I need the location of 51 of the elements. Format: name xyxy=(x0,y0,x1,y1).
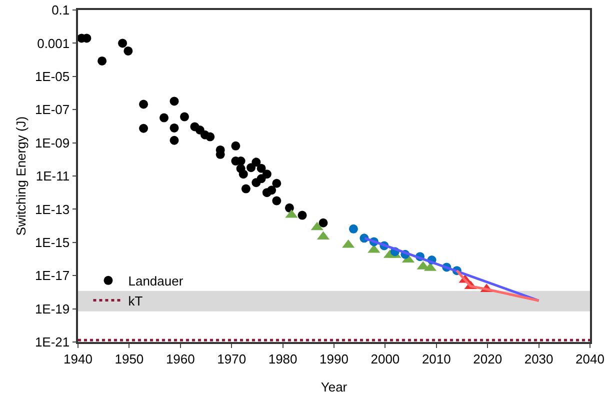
legend-label: Landauer xyxy=(128,273,184,288)
point xyxy=(272,196,282,206)
x-tick-label: 2040 xyxy=(576,351,604,366)
y-tick-label: 1E-05 xyxy=(34,68,70,84)
x-tick-label: 1950 xyxy=(114,351,144,366)
y-tick-label: 1E-13 xyxy=(34,202,70,217)
y-tick-label: 1E-07 xyxy=(34,102,70,118)
x-tick-label: 1990 xyxy=(320,351,348,366)
point xyxy=(348,224,358,234)
y-tick-label: 1E-19 xyxy=(34,301,70,316)
point xyxy=(241,184,250,194)
x-tick-label: 2030 xyxy=(524,351,554,366)
point xyxy=(272,178,282,188)
point xyxy=(206,132,215,142)
point xyxy=(246,163,256,172)
point xyxy=(170,123,179,132)
point xyxy=(139,100,148,109)
point xyxy=(284,203,294,212)
point xyxy=(298,210,307,220)
point xyxy=(238,170,248,179)
point xyxy=(170,136,179,145)
point xyxy=(252,158,261,167)
point xyxy=(256,164,266,173)
y-tick-label: 1E-21 xyxy=(34,334,70,350)
point xyxy=(231,141,240,150)
x-tick-label: 1960 xyxy=(166,351,195,366)
x-tick-label: 2010 xyxy=(422,351,451,366)
y-tick-label: 1E-11 xyxy=(36,168,70,184)
point xyxy=(262,170,272,179)
point xyxy=(318,218,328,228)
x-axis-title: Year xyxy=(320,380,348,394)
point xyxy=(170,96,179,106)
x-tick-label: 1970 xyxy=(217,351,246,366)
legend-label: kT xyxy=(128,293,143,308)
x-tick-label: 2000 xyxy=(370,351,400,366)
point xyxy=(124,46,133,56)
y-axis-title: Switching Energy (J) xyxy=(13,116,28,236)
y-tick-label: 1E-17 xyxy=(34,268,70,284)
y-tick-label: 1E-09 xyxy=(34,135,70,150)
point xyxy=(139,124,148,133)
y-tick-label: 1E-15 xyxy=(34,234,70,250)
point xyxy=(160,113,169,122)
point xyxy=(180,112,189,122)
point xyxy=(118,38,128,48)
y-tick-label: 0.1 xyxy=(52,2,70,18)
x-tick-label: 2020 xyxy=(473,351,502,366)
point xyxy=(267,186,276,195)
x-tick-label: 1980 xyxy=(268,351,298,366)
point xyxy=(98,56,107,66)
y-tick-label: 0.001 xyxy=(37,36,70,51)
x-tick-label: 1940 xyxy=(64,351,92,366)
